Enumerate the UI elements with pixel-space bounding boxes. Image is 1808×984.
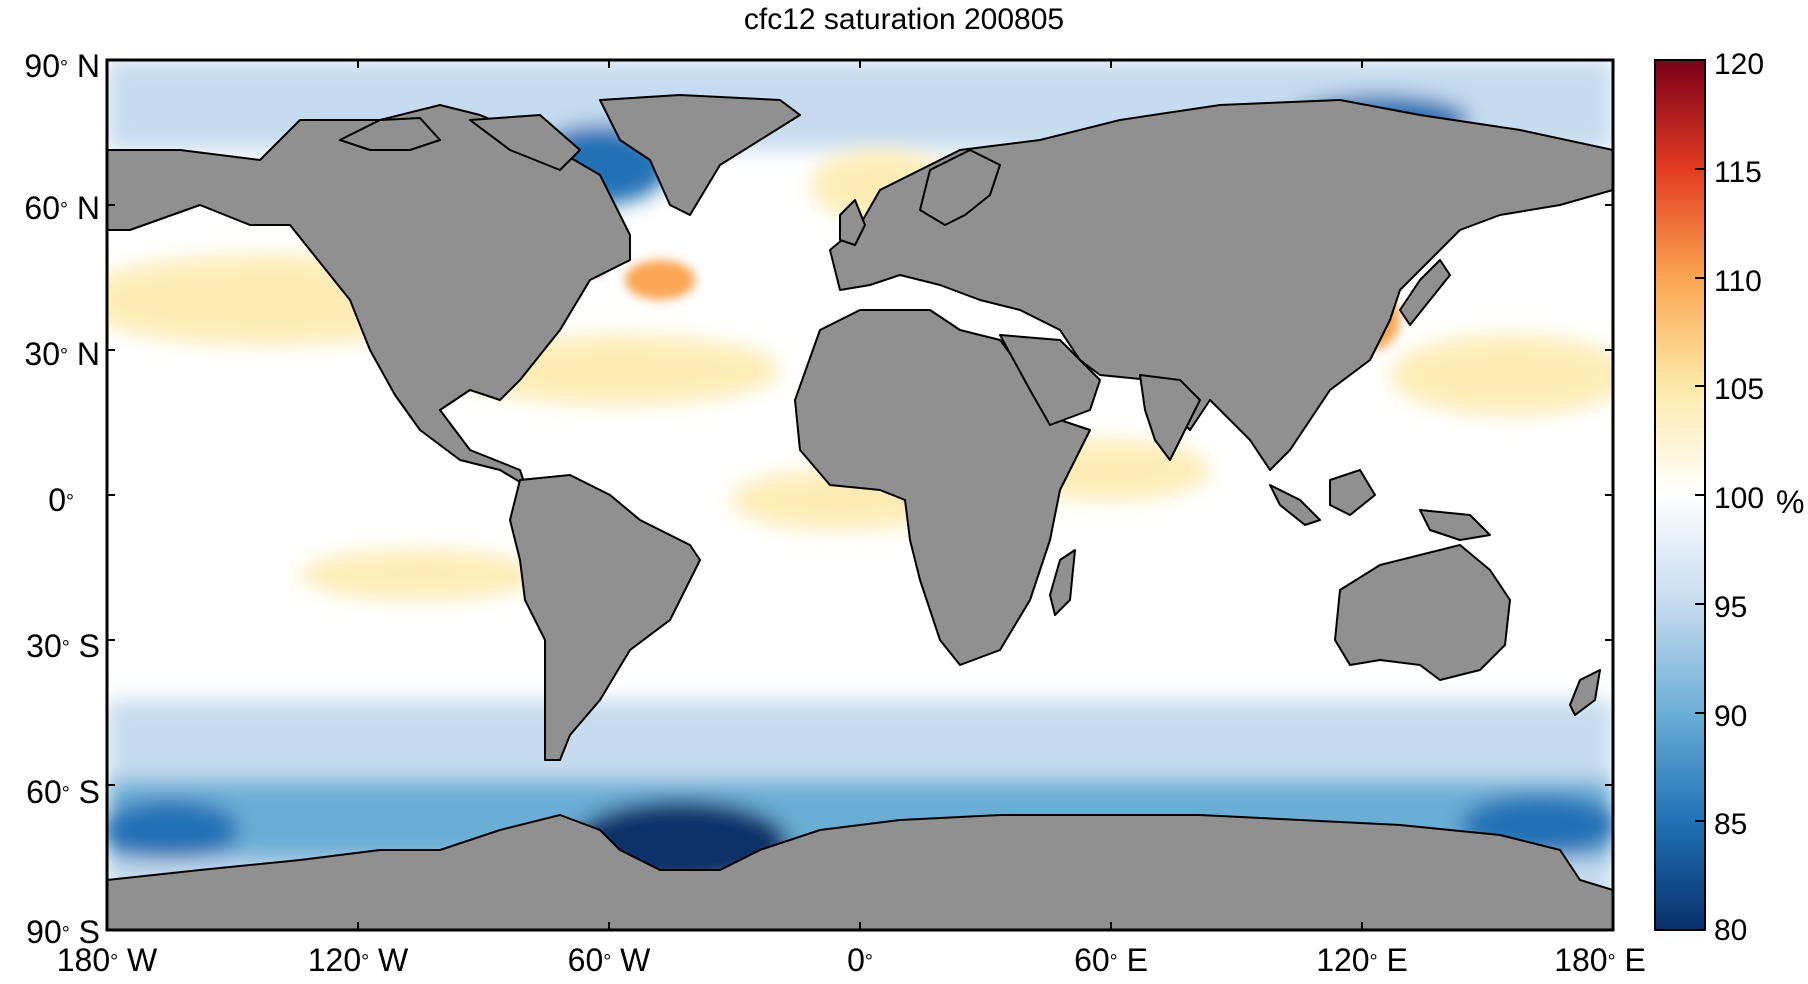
madagascar (1049, 549, 1076, 616)
antarctica (107, 814, 1613, 930)
lat-label-60n: 60° N (24, 190, 100, 226)
lon-label-180w: 180° W (56, 942, 158, 978)
tick-marks (107, 60, 1613, 930)
baffin-island (469, 114, 581, 171)
arabian-peninsula (999, 334, 1101, 426)
map-title: cfc12 saturation 200805 (743, 3, 1065, 36)
colorbar-label-120: 120 (1714, 48, 1765, 81)
newfoundland-high (625, 260, 695, 300)
lat-label-60s: 60° S (26, 774, 100, 810)
lon-label-120e: 120° E (1316, 942, 1408, 978)
north-america (107, 104, 631, 486)
lon-label-120w: 120° W (307, 942, 409, 978)
scandinavia (919, 149, 1001, 226)
lon-label-60w: 60° W (567, 942, 651, 978)
south-pacific-high (300, 550, 540, 600)
lat-label-90s: 90° S (26, 914, 100, 950)
colorbar-ticks (1695, 168, 1705, 822)
sumatra (1269, 484, 1321, 526)
colorbar-unit: % (1776, 484, 1805, 520)
greenland (599, 94, 801, 216)
lon-label-60e: 60° E (1074, 942, 1148, 978)
india (1139, 374, 1201, 461)
new-zealand (1569, 669, 1601, 716)
borneo (1329, 469, 1376, 516)
great-britain (839, 199, 866, 246)
colorbar-label-100: 100 (1714, 482, 1765, 515)
japan (1399, 259, 1451, 326)
lon-label-0: 0° (847, 942, 873, 978)
lat-label-30n: 30° N (24, 336, 100, 372)
ocean-field (107, 60, 1613, 930)
new-guinea (1419, 509, 1491, 541)
north-pacific-west-high (1390, 335, 1613, 415)
lat-label-equator: 0° (48, 482, 74, 518)
colorbar-label-95: 95 (1714, 591, 1748, 624)
lat-label-90n: 90° N (24, 48, 100, 84)
colorbar-label-115: 115 (1714, 156, 1762, 189)
land (107, 94, 1613, 930)
colorbar-label-85: 85 (1714, 808, 1748, 841)
lon-label-180e: 180° E (1554, 942, 1646, 978)
south-america (509, 474, 701, 761)
colorbar-label-110: 110 (1714, 265, 1762, 298)
africa (794, 309, 1091, 666)
colorbar-label-80: 80 (1714, 914, 1748, 947)
colorbar-label-90: 90 (1714, 700, 1748, 733)
ross-sea-low (107, 800, 240, 860)
lat-label-30s: 30° S (26, 628, 100, 664)
australia (1334, 544, 1511, 681)
colorbar-label-105: 105 (1714, 373, 1765, 406)
canadian-archipelago (339, 117, 441, 151)
eurasia (829, 99, 1613, 471)
